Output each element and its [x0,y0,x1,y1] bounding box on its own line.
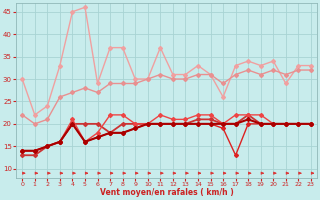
X-axis label: Vent moyen/en rafales ( km/h ): Vent moyen/en rafales ( km/h ) [100,188,234,197]
